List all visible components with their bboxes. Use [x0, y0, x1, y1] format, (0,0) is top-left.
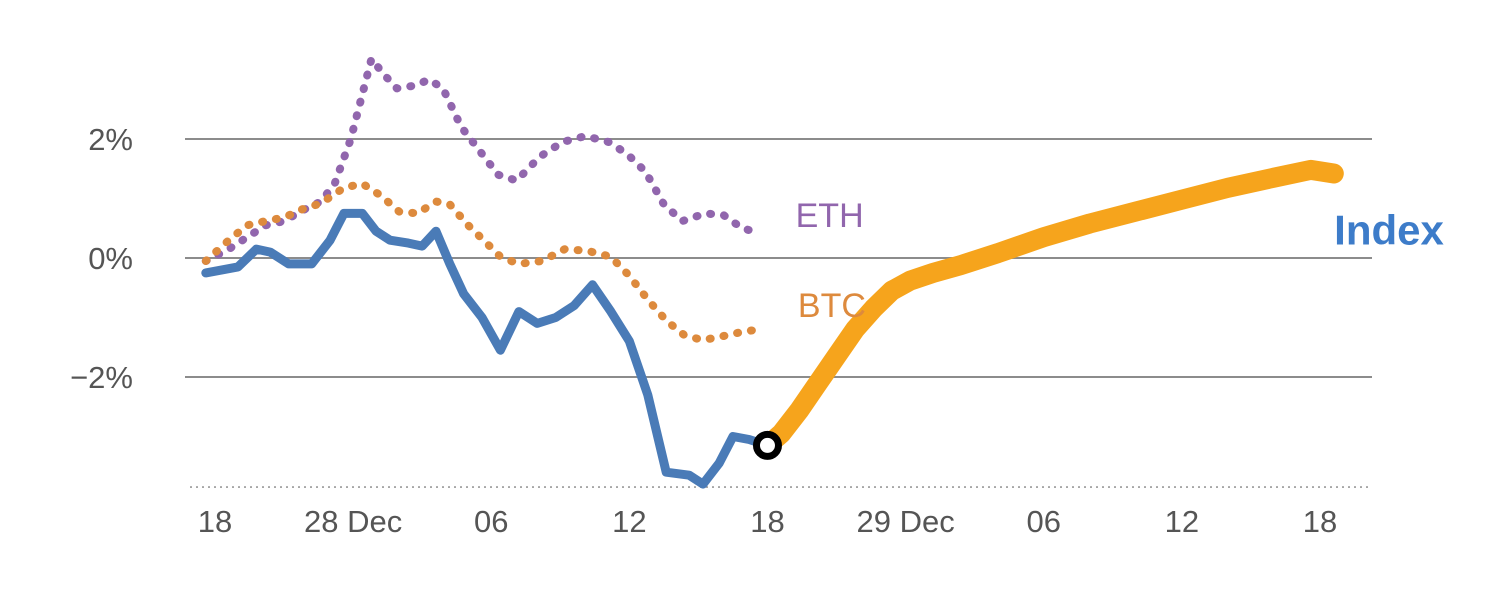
current-point-marker — [752, 430, 782, 460]
series-btc-line — [201, 179, 763, 345]
xtick-label: 18 — [1303, 504, 1337, 539]
xtick-label: 12 — [612, 504, 646, 539]
series-index-realized-line — [201, 208, 772, 489]
ytick-label: 2% — [88, 122, 133, 157]
xtick-label: 29 Dec — [856, 504, 954, 539]
xtick-label: 06 — [1026, 504, 1060, 539]
series-index-projected-line — [757, 159, 1344, 456]
xtick-label: 18 — [198, 504, 232, 539]
index-label: Index — [1334, 207, 1444, 254]
ytick-label: −2% — [70, 360, 133, 395]
btc-label: BTC — [798, 287, 866, 325]
eth-label: ETH — [796, 197, 864, 235]
ytick-label: 0% — [88, 241, 133, 276]
xtick-label: 18 — [750, 504, 784, 539]
xtick-label: 12 — [1165, 504, 1199, 539]
xtick-label: 06 — [474, 504, 508, 539]
xtick-label: 28 Dec — [304, 504, 402, 539]
series-eth-line — [201, 54, 765, 265]
